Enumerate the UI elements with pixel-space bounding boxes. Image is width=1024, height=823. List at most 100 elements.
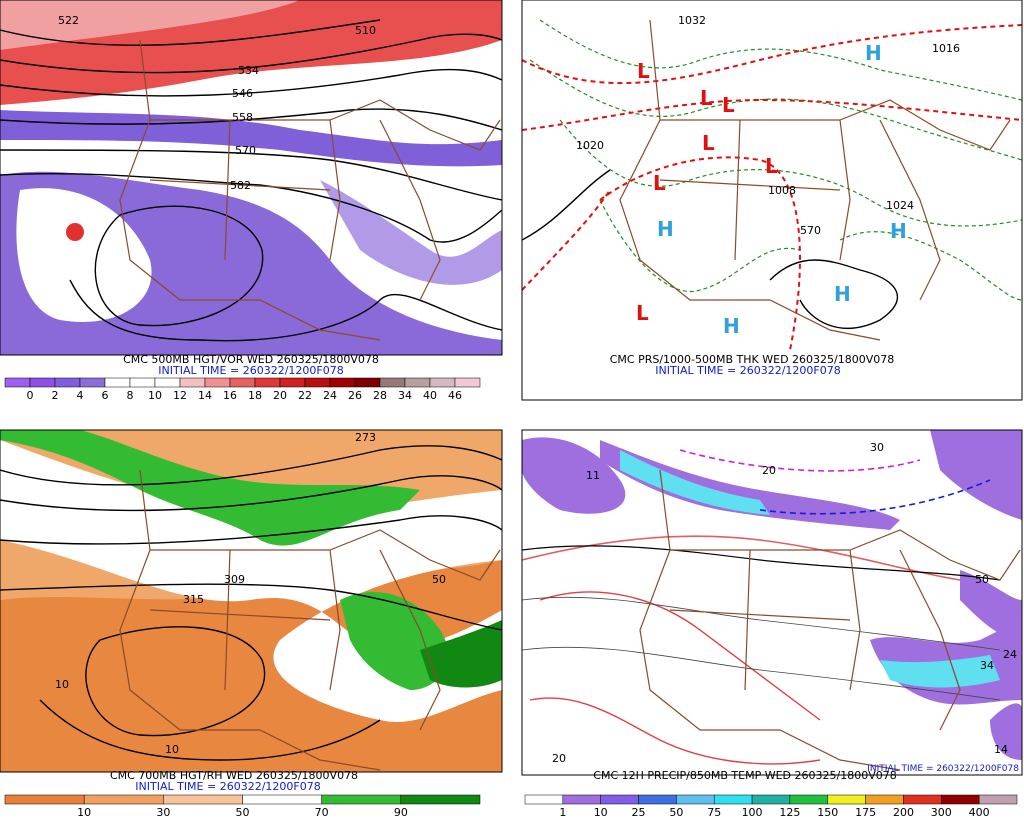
temp-label: 20 <box>762 464 776 477</box>
color-bar-label: 10 <box>594 806 608 819</box>
color-box <box>163 794 243 805</box>
isobar-label: 1008 <box>768 184 796 197</box>
color-bar-label: 46 <box>448 389 462 402</box>
color-box <box>978 794 1018 805</box>
color-bar-label: 0 <box>27 389 34 402</box>
color-bar-label: 12 <box>173 389 187 402</box>
color-bar-label: 10 <box>77 806 91 819</box>
precip-label: 14 <box>994 743 1008 756</box>
isobar-label: 1032 <box>678 14 706 27</box>
high-marker: H <box>657 217 674 241</box>
color-bar-label: 70 <box>315 806 329 819</box>
color-bar-label: 75 <box>707 806 721 819</box>
color-box <box>79 377 106 388</box>
map-precip: 11 20 30 24 34 14 20 50 <box>522 430 1022 775</box>
color-box <box>827 794 866 805</box>
color-box <box>254 377 281 388</box>
color-box <box>400 794 481 805</box>
initial-time: INITIAL TIME = 260322/1200F078 <box>158 364 343 377</box>
color-bar-label: 16 <box>223 389 237 402</box>
color-box <box>865 794 904 805</box>
precip-label: 34 <box>980 659 994 672</box>
color-bar-label: 300 <box>931 806 952 819</box>
color-bar-label: 8 <box>127 389 134 402</box>
temp-label: 50 <box>975 573 989 586</box>
color-box <box>29 377 56 388</box>
color-box <box>179 377 206 388</box>
contour-label: 582 <box>230 179 251 192</box>
color-box <box>600 794 639 805</box>
color-box <box>4 377 31 388</box>
contour-label: 315 <box>183 593 204 606</box>
color-box <box>279 377 306 388</box>
color-box <box>404 377 431 388</box>
color-box <box>354 377 381 388</box>
contour-label: 570 <box>235 144 256 157</box>
color-bar-label: 6 <box>102 389 109 402</box>
color-box <box>454 377 481 388</box>
color-bar-label: 25 <box>632 806 646 819</box>
color-bar-label: 4 <box>77 389 84 402</box>
map-frame <box>521 0 1023 401</box>
color-box <box>379 377 406 388</box>
low-marker: L <box>700 86 713 110</box>
color-box <box>4 794 85 805</box>
rh-label: 10 <box>55 678 69 691</box>
color-bar-label: 2 <box>52 389 59 402</box>
isobar-label: 1016 <box>932 42 960 55</box>
contour-label: 273 <box>355 431 376 444</box>
color-bar-label: 90 <box>394 806 408 819</box>
color-bar-label: 200 <box>893 806 914 819</box>
color-bar-label: 50 <box>236 806 250 819</box>
contour-label: 309 <box>224 573 245 586</box>
high-marker: H <box>865 41 882 65</box>
color-box <box>751 794 791 805</box>
temp-label: 20 <box>552 752 566 765</box>
color-box <box>83 794 164 805</box>
color-bar-label: 400 <box>969 806 990 819</box>
color-bar-label: 34 <box>398 389 412 402</box>
color-box <box>524 794 564 805</box>
isobar-label: 1020 <box>576 139 604 152</box>
panel-title: CMC 500MB HGT/VOR WED 260325/1800V078 <box>123 353 379 366</box>
color-box <box>638 794 677 805</box>
low-marker: L <box>636 301 649 325</box>
color-bar-label: 22 <box>298 389 312 402</box>
color-bar-label: 18 <box>248 389 262 402</box>
color-box <box>304 377 331 388</box>
color-box <box>789 794 829 805</box>
contour-label: 534 <box>238 64 259 77</box>
panel-title: CMC 12H PRECIP/850MB TEMP WED 260325/180… <box>593 769 896 782</box>
color-box <box>713 794 753 805</box>
map-500mb: 522 510 534 546 558 570 582 <box>0 0 502 355</box>
initial-time: INITIAL TIME = 260322/1200F078 <box>135 780 320 793</box>
color-box <box>329 377 356 388</box>
low-marker: L <box>637 59 650 83</box>
high-marker: H <box>723 314 740 338</box>
color-bar-label: 100 <box>742 806 763 819</box>
low-marker: L <box>765 154 778 178</box>
color-bar-label: 175 <box>855 806 876 819</box>
color-bar-label: 30 <box>156 806 170 819</box>
thickness-label: 570 <box>800 224 821 237</box>
color-bar-label: 50 <box>669 806 683 819</box>
color-bar: 10 30 50 70 90 <box>4 794 481 819</box>
temp-label: 11 <box>586 469 600 482</box>
color-bar-label: 24 <box>323 389 337 402</box>
high-marker: H <box>834 282 851 306</box>
color-box <box>204 377 231 388</box>
color-bar: 0 2 4 6 8 10 12 14 16 18 20 22 24 26 28 34 40 46 <box>4 377 481 402</box>
initial-time: INITIAL TIME = 260322/1200F078 <box>655 364 840 377</box>
initial-time: INITIAL TIME = 260322/1200F078 <box>867 764 1019 774</box>
color-bar-label: 26 <box>348 389 362 402</box>
color-box <box>229 377 256 388</box>
temp-label: 30 <box>870 441 884 454</box>
map-700mb: 273 309 315 50 10 10 <box>0 430 502 772</box>
color-bar-label: 40 <box>423 389 437 402</box>
map-pressure: L L L L L L L H H H H H 1032 1016 1024 1… <box>522 0 1022 355</box>
contour-label: 558 <box>232 111 253 124</box>
map-frame <box>521 429 1023 776</box>
low-marker: L <box>702 131 715 155</box>
color-box <box>903 794 942 805</box>
